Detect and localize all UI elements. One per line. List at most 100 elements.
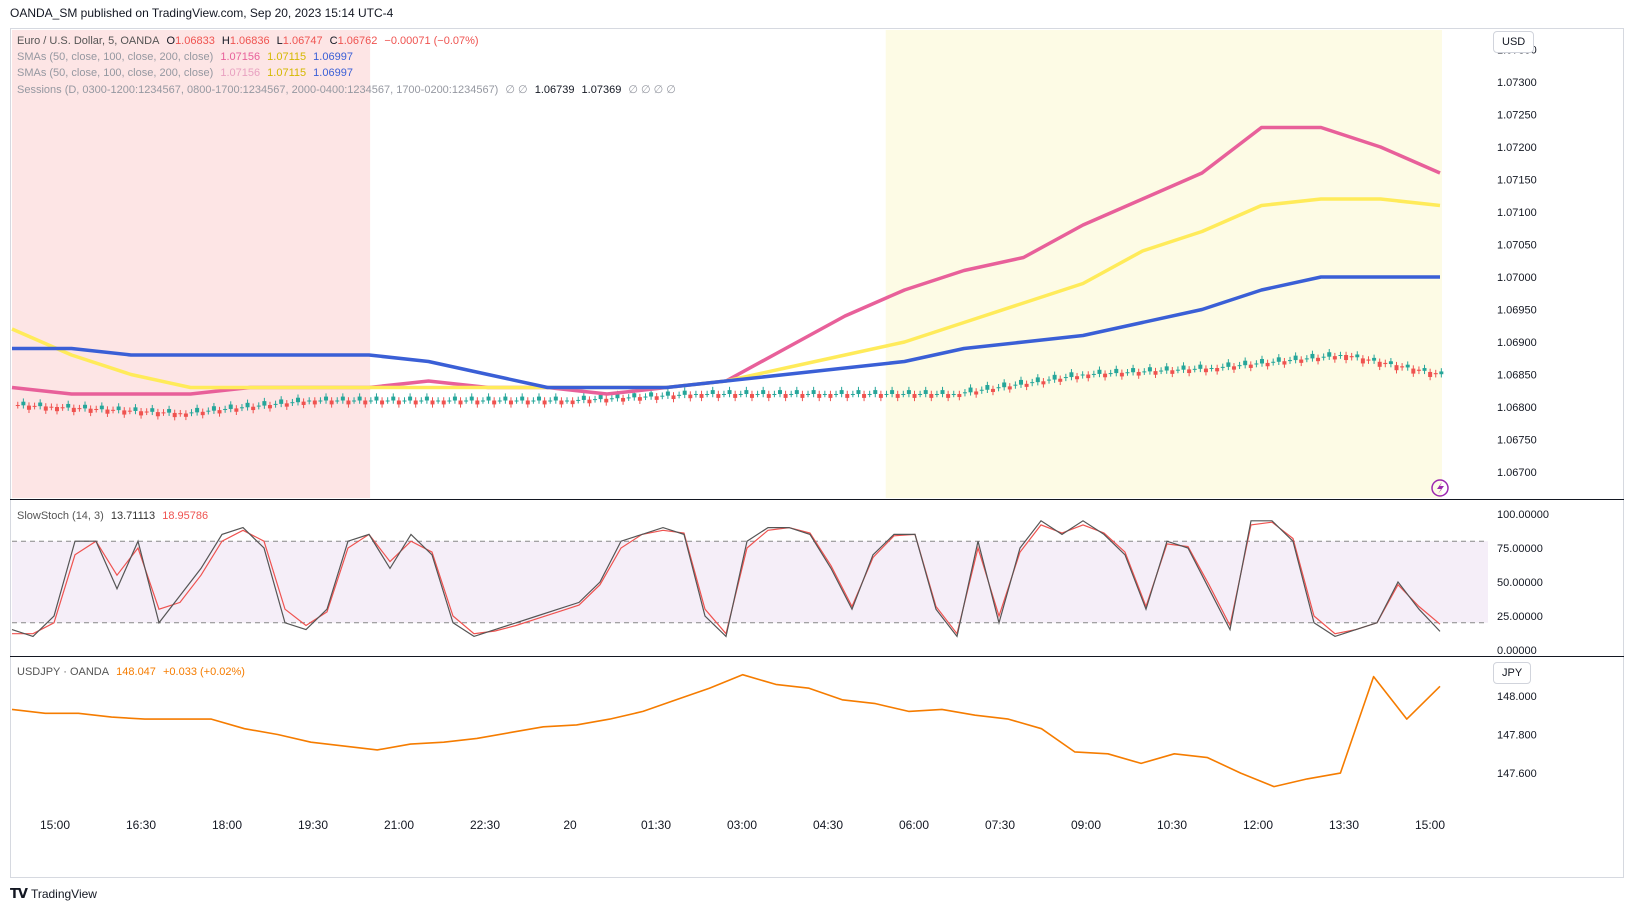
candle-body <box>1142 371 1147 373</box>
candle-body <box>206 410 211 412</box>
candle-body <box>492 400 497 405</box>
candle-body <box>116 406 121 411</box>
price-axis-label: 1.07100 <box>1497 207 1537 219</box>
candle-body <box>290 402 295 404</box>
candle-body <box>850 394 855 395</box>
candle-body <box>951 394 956 395</box>
time-axis-label: 03:00 <box>727 818 757 832</box>
candle-body <box>55 407 59 412</box>
candle-body <box>1282 361 1287 365</box>
time-axis-label: 16:30 <box>126 818 156 832</box>
candle-body <box>1299 359 1304 363</box>
candle-body <box>581 395 586 400</box>
currency-jpy-button[interactable]: JPY <box>1493 662 1532 684</box>
sessions-na-2: ∅ ∅ ∅ ∅ <box>628 84 676 96</box>
candle-body <box>32 405 37 407</box>
candle-body <box>1394 365 1399 371</box>
candle-body <box>71 407 76 413</box>
candle-body <box>1069 372 1074 378</box>
candle-body <box>1002 382 1007 388</box>
candle-body <box>1147 367 1152 372</box>
candle-body <box>542 400 547 405</box>
candle-body <box>890 390 895 394</box>
candle-body <box>934 394 939 395</box>
price-axis-label: 1.07250 <box>1497 110 1537 122</box>
candle-body <box>508 400 513 405</box>
candle-body <box>1349 356 1354 358</box>
candle-body <box>267 405 272 409</box>
candle-body <box>295 397 300 403</box>
candle-body <box>357 396 362 401</box>
candle-body <box>1372 357 1377 361</box>
open-value: 1.06833 <box>175 35 215 47</box>
candle-body <box>738 394 743 395</box>
candle-body <box>301 401 306 405</box>
price-axis-label: 1.06950 <box>1497 305 1537 317</box>
candle-body <box>1422 368 1427 371</box>
candle-body <box>643 396 648 398</box>
candle-body <box>570 400 575 405</box>
candle-body <box>1075 376 1080 380</box>
candle-body <box>1276 357 1281 362</box>
candle-body <box>699 394 704 398</box>
candle-body <box>486 396 491 401</box>
candle-body <box>1203 368 1208 373</box>
currency-usd-button[interactable]: USD <box>1493 31 1535 53</box>
candle-body <box>800 394 805 398</box>
sma-legend-label: SMAs (50, close, 100, close, 200, close) <box>17 67 214 79</box>
candle-body <box>251 406 256 411</box>
candle-body <box>962 392 967 394</box>
sma-legend-1: SMAs (50, close, 100, close, 200, close)… <box>17 51 357 63</box>
candle-body <box>1198 364 1203 369</box>
candle-body <box>878 394 883 398</box>
candle-body <box>1366 359 1371 361</box>
candle-body <box>1226 362 1231 367</box>
candle-body <box>1159 370 1164 372</box>
candle-body <box>1338 355 1343 356</box>
footer-brand[interactable]: 𝗧𝗩 TradingView <box>10 886 97 902</box>
candle-body <box>520 396 525 401</box>
candle-body <box>990 388 995 392</box>
candle-body <box>312 400 317 405</box>
candle-body <box>1052 374 1057 380</box>
candle-body <box>946 394 951 398</box>
candle-body <box>21 401 26 406</box>
candle-body <box>1091 373 1096 375</box>
stoch-d-value: 18.95786 <box>162 510 209 522</box>
candle-body <box>1215 368 1220 372</box>
candle-body <box>621 397 626 402</box>
candle-body <box>604 398 609 403</box>
candle-body <box>682 390 687 395</box>
candle-body <box>284 403 289 407</box>
candle-body <box>1254 363 1259 365</box>
candle-body <box>1360 358 1365 364</box>
candle-body <box>66 403 71 408</box>
main-legend: Euro / U.S. Dollar, 5, OANDA O1.06833 H1… <box>17 35 483 47</box>
stoch-axis-label: 0.00000 <box>1497 645 1537 657</box>
candle-body <box>408 396 413 401</box>
candle-body <box>839 390 844 394</box>
candle-body <box>587 399 592 404</box>
alert-icon-circle <box>1431 479 1449 497</box>
candle-body <box>307 400 312 402</box>
candle-body <box>200 411 205 416</box>
candle-body <box>1248 364 1253 368</box>
sma50-value: 1.07156 <box>220 51 261 63</box>
price-axis-label: 1.07200 <box>1497 142 1537 154</box>
candle-body <box>335 400 340 402</box>
price-axis-label: 1.07150 <box>1497 175 1537 187</box>
publish-line: OANDA_SM published on TradingView.com, S… <box>10 6 394 20</box>
candle-body <box>1007 386 1012 390</box>
candle-body <box>794 390 799 394</box>
candle-body <box>1181 365 1186 370</box>
candle-body <box>363 400 368 405</box>
stoch-k-line <box>11 519 1441 638</box>
stoch-k-value: 13.71113 <box>110 510 156 522</box>
candle-body <box>923 390 928 394</box>
candle-body <box>626 397 631 399</box>
stoch-label: SlowStoch (14, 3) <box>17 510 104 522</box>
candle-body <box>1265 362 1270 367</box>
candle-body <box>632 393 637 398</box>
price-axis-label: 1.06850 <box>1497 370 1537 382</box>
